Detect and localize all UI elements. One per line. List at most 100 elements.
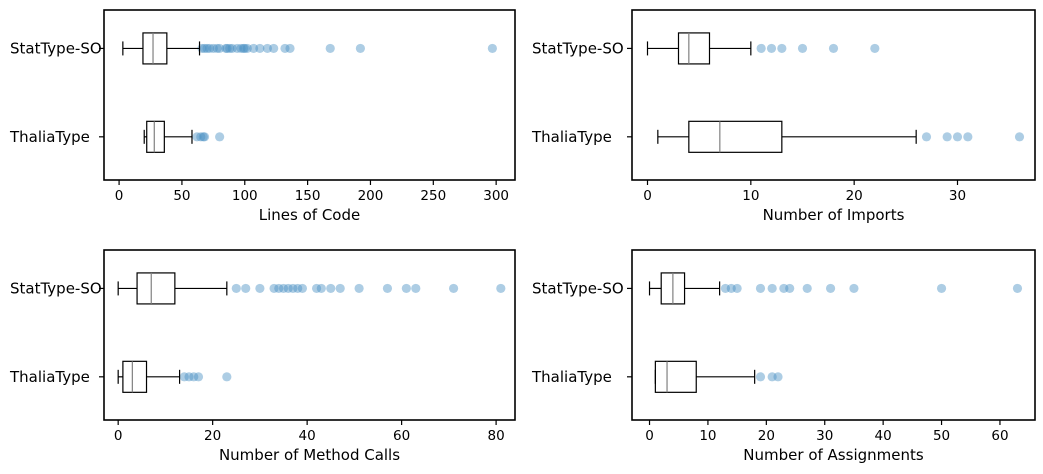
category-label: ThaliaType (531, 368, 612, 386)
outlier-point (921, 132, 932, 142)
outlier-point (204, 43, 215, 54)
outlier-point (870, 43, 880, 54)
x-tick-label: 10 (742, 188, 759, 204)
outlier-point (411, 283, 421, 294)
outlier-point (849, 283, 859, 294)
outlier-point (773, 372, 783, 382)
outlier-point (238, 43, 249, 54)
outlier-point (382, 283, 393, 294)
outlier-point (293, 283, 303, 294)
panel-4: StatType-SO ThaliaType 0 10 20 30 40 50 60 Number… (531, 249, 1036, 464)
outlier-point (448, 283, 459, 294)
plot-frame (103, 9, 516, 181)
x-tick-label: 20 (758, 428, 775, 444)
outlier-point (942, 132, 952, 142)
outlier-point (496, 283, 506, 294)
outlier-point (285, 43, 295, 54)
outlier-point (269, 283, 279, 294)
category-label: StatType-SO (10, 39, 102, 57)
category-label: ThaliaType (9, 128, 90, 146)
outlier-point (288, 283, 298, 294)
x-tick-label: 30 (949, 188, 966, 204)
outlier-point (766, 43, 777, 54)
outlier-point (355, 43, 366, 54)
x-tick-label: 80 (488, 428, 505, 444)
outlier-point (283, 283, 293, 294)
x-tick-label: 10 (699, 428, 716, 444)
outlier-point (222, 372, 232, 382)
category-label: StatType-SO (532, 39, 624, 57)
x-tick-label: 0 (643, 188, 652, 204)
outlier-point (326, 283, 336, 294)
outlier-point (241, 283, 251, 294)
x-tick-label: 20 (204, 428, 221, 444)
outlier-point (202, 43, 212, 54)
outlier-point (193, 372, 204, 382)
outlier-point (255, 43, 265, 54)
x-tick-label: 40 (875, 428, 892, 444)
x-tick-label: 150 (295, 188, 321, 204)
iqr-box (142, 32, 168, 65)
outlier-point (278, 283, 289, 294)
x-tick-label: 50 (173, 188, 190, 204)
panel-1: StatType-SO ThaliaType 0 50 100 150 200 250 300 L… (9, 9, 516, 224)
outlier-point (354, 283, 364, 294)
x-tick-label: 0 (114, 428, 123, 444)
outlier-point (802, 283, 812, 294)
iqr-box (136, 272, 176, 305)
box-stattype-so (646, 32, 880, 65)
outlier-point (236, 43, 246, 54)
x-axis-label: Number of Imports (763, 206, 905, 224)
outlier-point (936, 283, 947, 294)
outlier-point (401, 283, 411, 294)
outlier-point (179, 372, 189, 382)
x-tick-label: 60 (393, 428, 410, 444)
x-tick-label: 250 (420, 188, 446, 204)
outlier-point (274, 283, 284, 294)
iqr-box (677, 32, 711, 65)
iqr-box (654, 360, 697, 393)
outlier-point (785, 283, 795, 294)
outlier-point (199, 132, 210, 142)
x-tick-label: 300 (483, 188, 509, 204)
box-thaliatype (143, 120, 225, 153)
panel-2: StatType-SO ThaliaType 0 10 20 30 Number of Im… (531, 9, 1036, 224)
outlier-point (184, 372, 194, 382)
outlier-point (756, 43, 766, 54)
x-tick-label: 20 (846, 188, 863, 204)
x-tick-label: 100 (232, 188, 258, 204)
outlier-point (777, 43, 787, 54)
outlier-point (212, 43, 222, 54)
outlier-point (225, 43, 235, 54)
outlier-point (952, 132, 963, 142)
outlier-point (1012, 283, 1023, 294)
x-tick-label: 40 (299, 428, 316, 444)
iqr-box (122, 360, 148, 393)
box-thaliatype (117, 360, 232, 393)
outlier-point (767, 372, 777, 382)
iqr-box (146, 120, 165, 153)
outlier-point (255, 283, 265, 294)
x-axis-label: Number of Assignments (743, 446, 924, 464)
box-stattype-so (117, 272, 506, 305)
x-tick-label: 200 (358, 188, 384, 204)
panel-3: StatType-SO ThaliaType 0 20 40 60 80 Number of … (9, 249, 516, 464)
outlier-point (242, 43, 252, 54)
outlier-point (767, 283, 777, 294)
category-label: StatType-SO (10, 279, 102, 297)
outlier-point (732, 283, 742, 294)
x-tick-label: 60 (991, 428, 1008, 444)
outlier-point (198, 132, 208, 142)
outlier-point (232, 43, 242, 54)
outlier-point (779, 283, 789, 294)
x-tick-label: 0 (645, 428, 654, 444)
x-tick-label: 0 (115, 188, 124, 204)
outlier-point (231, 283, 241, 294)
box-thaliatype (654, 360, 783, 393)
outlier-point (797, 43, 808, 54)
outlier-point (726, 283, 736, 294)
outlier-point (222, 43, 232, 54)
plot-frame (631, 9, 1036, 181)
outlier-point (311, 283, 322, 294)
